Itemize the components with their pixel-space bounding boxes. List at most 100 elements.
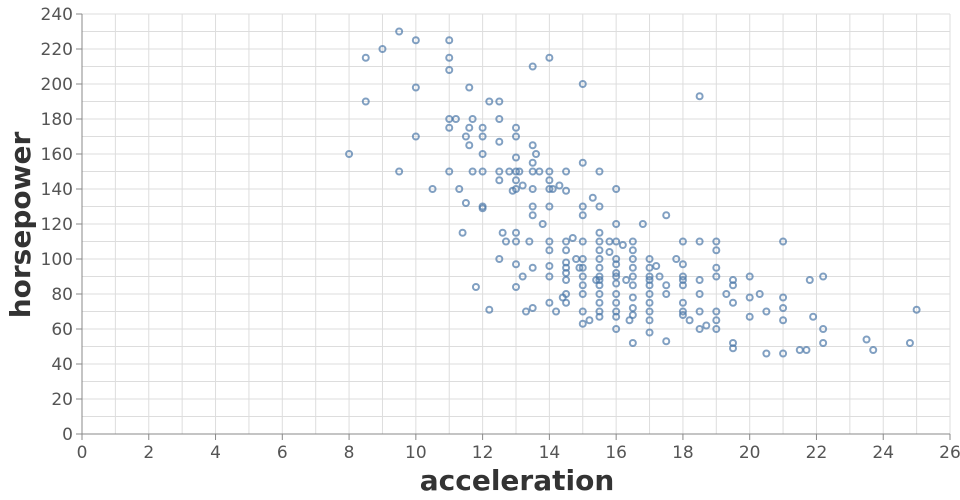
scatter-point bbox=[578, 211, 587, 220]
scatter-point bbox=[779, 293, 788, 302]
scatter-point bbox=[819, 325, 828, 333]
scatter-point bbox=[628, 311, 637, 319]
scatter-point bbox=[605, 248, 614, 256]
scatter-point bbox=[465, 83, 474, 92]
x-tick-label: 2 bbox=[143, 443, 154, 463]
scatter-point bbox=[652, 262, 661, 270]
scatter-point bbox=[528, 158, 537, 167]
scatter-point bbox=[712, 272, 721, 281]
scatter-point bbox=[578, 237, 587, 246]
scatter-point bbox=[628, 339, 637, 347]
scatter-point bbox=[595, 281, 604, 290]
scatter-point bbox=[578, 290, 587, 298]
y-tick-label: 140 bbox=[41, 180, 73, 200]
scatter-point bbox=[662, 281, 671, 290]
scatter-point bbox=[612, 312, 621, 321]
scatter-point bbox=[678, 281, 687, 290]
scatter-point bbox=[578, 319, 587, 328]
scatter-point bbox=[528, 185, 537, 193]
data-points bbox=[345, 27, 921, 358]
y-tick-label: 60 bbox=[51, 320, 73, 340]
scatter-point bbox=[622, 276, 631, 284]
scatter-point bbox=[512, 123, 520, 132]
scatter-point bbox=[545, 298, 554, 307]
scatter-point bbox=[662, 211, 671, 220]
y-axis-title: horsepower bbox=[4, 132, 37, 319]
scatter-point bbox=[628, 304, 637, 312]
scatter-point bbox=[779, 349, 788, 358]
x-tick-label: 16 bbox=[605, 443, 627, 463]
scatter-point bbox=[411, 36, 420, 45]
scatter-point bbox=[809, 312, 818, 321]
scatter-point bbox=[535, 167, 544, 176]
scatter-point bbox=[578, 255, 587, 263]
scatter-point bbox=[678, 307, 687, 316]
x-tick-label: 4 bbox=[210, 443, 221, 463]
y-tick-label: 180 bbox=[41, 110, 73, 130]
scatter-point bbox=[678, 298, 687, 307]
scatter-point bbox=[445, 36, 454, 45]
scatter-point bbox=[612, 185, 621, 193]
y-tick-label: 40 bbox=[51, 355, 73, 375]
scatter-point bbox=[562, 186, 571, 195]
scatter-point bbox=[779, 316, 788, 325]
scatter-point bbox=[628, 281, 637, 290]
scatter-point bbox=[562, 237, 571, 246]
scatter-point bbox=[545, 176, 554, 185]
x-tick-label: 22 bbox=[806, 443, 828, 463]
scatter-point bbox=[612, 325, 621, 333]
scatter-point bbox=[595, 246, 604, 255]
scatter-point bbox=[645, 316, 654, 325]
scatter-point bbox=[795, 346, 804, 354]
scatter-point bbox=[729, 281, 737, 290]
scatter-point bbox=[678, 272, 687, 281]
scatter-point bbox=[678, 311, 687, 319]
scatter-point bbox=[685, 316, 694, 325]
scatter-point bbox=[712, 307, 721, 316]
scatter-point bbox=[628, 255, 637, 263]
scatter-point bbox=[595, 290, 604, 298]
scatter-point bbox=[428, 185, 437, 193]
scatter-point bbox=[612, 260, 621, 269]
scatter-point bbox=[495, 255, 504, 263]
scatter-point bbox=[618, 241, 627, 249]
scatter-point bbox=[485, 97, 494, 106]
scatter-point bbox=[712, 325, 721, 333]
scatter-point bbox=[612, 237, 621, 246]
scatter-point bbox=[478, 204, 487, 213]
scatter-point bbox=[645, 281, 654, 290]
scatter-point bbox=[595, 312, 604, 321]
scatter-point bbox=[662, 290, 671, 298]
gridlines bbox=[81, 13, 951, 435]
scatter-point bbox=[478, 167, 487, 176]
scatter-point bbox=[518, 272, 527, 281]
scatter-point bbox=[625, 316, 634, 325]
scatter-point bbox=[545, 185, 554, 193]
y-tick-label: 240 bbox=[41, 5, 73, 25]
scatter-point bbox=[578, 158, 587, 167]
scatter-point bbox=[512, 283, 520, 291]
scatter-point bbox=[562, 276, 571, 284]
scatter-point bbox=[702, 321, 711, 330]
scatter-point bbox=[578, 272, 587, 281]
scatter-point bbox=[361, 53, 370, 62]
scatter-point bbox=[695, 276, 704, 284]
scatter-point bbox=[695, 325, 704, 333]
scatter-point bbox=[672, 255, 681, 263]
scatter-point bbox=[451, 115, 460, 123]
scatter-point bbox=[545, 246, 554, 255]
scatter-point bbox=[678, 237, 687, 246]
scatter-point bbox=[662, 337, 671, 346]
scatter-point bbox=[562, 290, 571, 298]
x-tick-label: 10 bbox=[405, 443, 427, 463]
scatter-point bbox=[512, 185, 520, 193]
scatter-point bbox=[545, 167, 554, 176]
scatter-point bbox=[645, 307, 654, 316]
scatter-point bbox=[545, 262, 554, 270]
scatter-point bbox=[562, 298, 571, 307]
scatter-point bbox=[645, 255, 654, 263]
scatter-point bbox=[612, 290, 621, 298]
scatter-point bbox=[905, 339, 914, 347]
